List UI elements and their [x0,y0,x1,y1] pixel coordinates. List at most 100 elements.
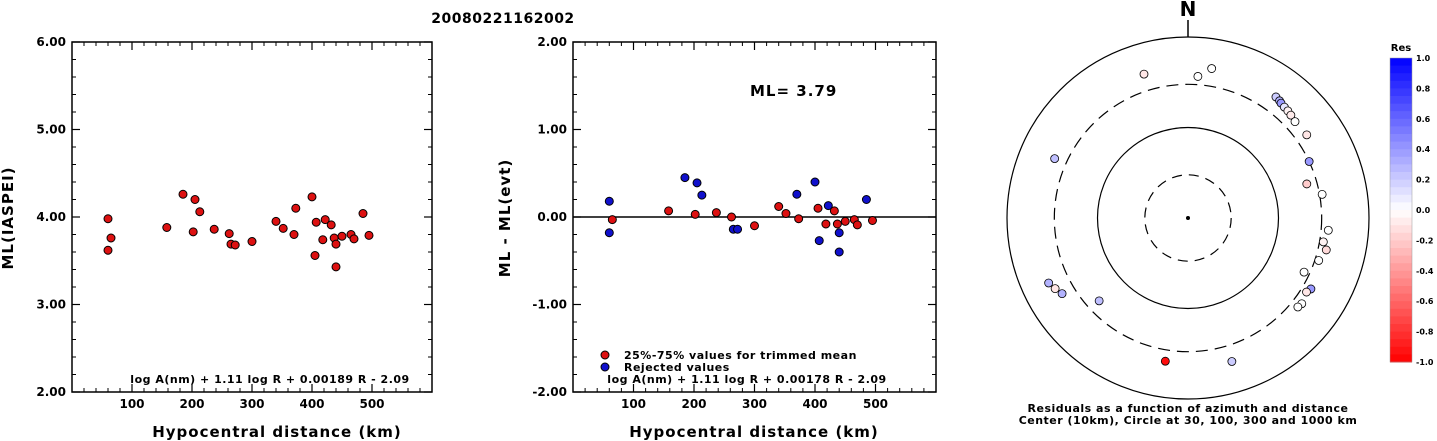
station-residual-marker [1293,302,1303,312]
legend-rejected-label: Rejected values [624,361,730,374]
data-point-accepted [103,214,113,224]
colorbar-segment [1390,248,1412,257]
x-tick-label: 100 [119,397,144,411]
colorbar-segment [1390,172,1412,181]
data-point-rejected [604,228,614,238]
ml-vs-distance-plot: Hypocentral distance (km) ML(IASPEI) log… [0,35,433,441]
data-point-accepted [358,209,368,218]
plot1-ylabel: ML(IASPEI) [0,166,17,269]
station-residual-marker [1299,267,1309,277]
x-tick-label: 100 [621,397,646,411]
data-point-rejected [792,189,802,199]
x-tick-label: 500 [359,397,384,411]
data-point-accepted [349,234,359,244]
colorbar-segment [1390,324,1412,333]
range-circle-1000km [1006,36,1370,400]
colorbar-segment [1390,126,1412,135]
data-point-accepted [664,206,674,216]
colorbar-segment [1390,210,1412,219]
x-tick-label: 400 [299,397,324,411]
x-tick-label: 200 [681,397,706,411]
range-circle-100km [1096,126,1280,310]
station-residual-marker [1290,117,1300,127]
colorbar-segment [1390,58,1412,67]
data-point-rejected [861,195,871,204]
y-tick-label: 6.00 [36,35,66,49]
plot2-ylabel: ML - ML(evt) [496,159,514,277]
colorbar-segment [1390,134,1412,143]
data-point-accepted [821,219,831,229]
station-residual-marker [1050,154,1060,164]
data-point-accepted [832,219,842,229]
x-tick-label: 400 [802,397,827,411]
data-point-accepted [103,245,113,255]
azimuth-residual-map: N Residuals as a function of azimuth and… [1006,0,1434,427]
station-residual-marker [1094,296,1104,306]
colorbar-segment [1390,202,1412,211]
data-point-accepted [278,223,288,233]
data-point-rejected [680,173,690,183]
colorbar-segment [1390,141,1412,150]
colorbar-segment [1390,149,1412,158]
colorbar-tick-label: 0.8 [1416,84,1431,93]
colorbar-segment [1390,164,1412,173]
colorbar-segment [1390,331,1412,340]
data-point-accepted [178,189,188,199]
colorbar-segment [1390,346,1412,355]
station-residual-marker [1317,189,1327,199]
colorbar-tick-label: 0.0 [1416,206,1431,215]
plot1-formula: log A(nm) + 1.11 log R + 0.00189 R - 2.0… [130,373,409,386]
station-residual-marker [1160,356,1170,366]
colorbar-segment [1390,73,1412,82]
data-point-accepted [852,220,862,230]
station-residual-marker [1321,245,1331,255]
station-residual-marker [1304,157,1314,166]
data-point-accepted [106,233,116,243]
colorbar-tick-label: -0.8 [1416,328,1434,337]
data-point-accepted [690,209,700,219]
data-point-accepted [337,231,347,241]
figure-title: 20080221162002 [431,11,574,27]
data-point-rejected [823,201,833,211]
data-point-accepted [840,216,850,226]
data-point-accepted [188,227,198,237]
data-point-rejected [814,236,824,246]
data-point-accepted [794,214,804,224]
data-point-accepted [781,209,791,218]
station-residual-marker [1139,69,1149,79]
colorbar-segment [1390,293,1412,302]
colorbar-segment [1390,270,1412,279]
data-point-accepted [318,235,328,245]
x-tick-label: 300 [742,397,767,411]
colorbar-segment [1390,217,1412,226]
data-point-accepted [307,192,317,202]
data-point-accepted [209,224,219,234]
y-tick-label: 3.00 [36,298,66,312]
epicenter-dot [1186,216,1190,220]
data-point-rejected [810,177,820,187]
legend-rejected-marker [600,362,610,372]
colorbar-segment [1390,225,1412,234]
data-point-rejected [604,196,614,206]
colorbar-segment [1390,354,1412,363]
data-point-accepted [162,223,172,232]
map-caption-line1: Residuals as a function of azimuth and d… [1028,402,1349,415]
colorbar-tick-label: 0.6 [1416,115,1431,124]
data-point-rejected [834,247,844,257]
data-point-accepted [190,195,200,204]
x-tick-label: 300 [239,397,264,411]
colorbar-title: Res [1391,43,1411,54]
map-caption-line2: Center (10km), Circle at 30, 100, 300 an… [1019,414,1358,427]
data-point-accepted [311,217,321,227]
range-circle-300km [1053,83,1323,353]
colorbar-tick-label: -0.2 [1416,236,1434,245]
station-residual-marker [1286,110,1296,120]
data-point-accepted [320,215,330,225]
data-point-accepted [813,203,823,213]
colorbar-segment [1390,103,1412,112]
data-point-accepted [727,212,737,222]
data-point-accepted [607,215,617,225]
range-circle-30km [1144,174,1232,262]
ml-residual-vs-distance-plot: Hypocentral distance (km) ML - ML(evt) M… [496,35,937,441]
